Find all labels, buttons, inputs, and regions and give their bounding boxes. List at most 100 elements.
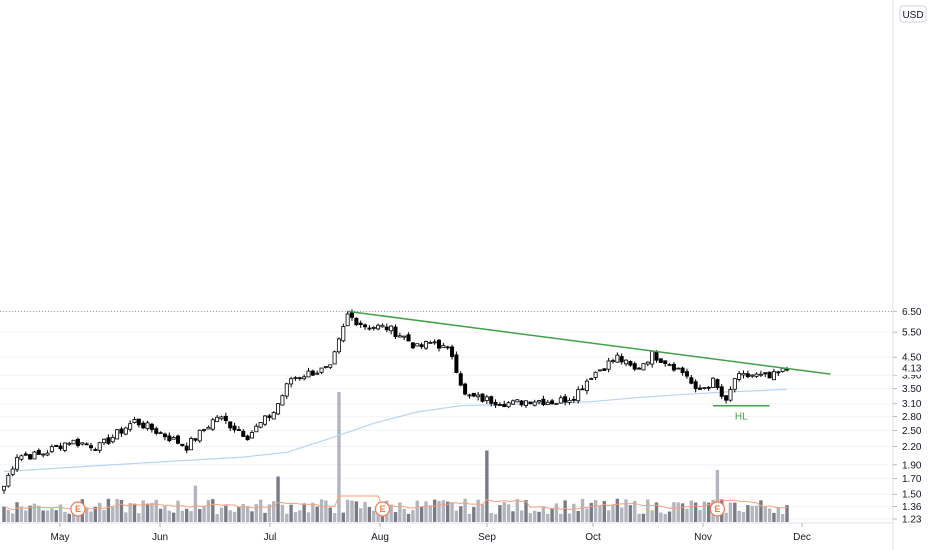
candle-down <box>393 326 398 338</box>
time-axis[interactable]: May Jun Jul Aug Sep Oct Nov Dec <box>51 523 811 543</box>
price-tick-label: 5.50 <box>902 328 922 339</box>
volume-bar <box>332 513 337 522</box>
candle-down <box>363 324 368 328</box>
candle-up <box>584 380 589 392</box>
candle-up <box>171 437 176 440</box>
currency-badge[interactable]: USD <box>899 5 927 23</box>
candle-up <box>132 419 137 424</box>
price-tick-label: 1.50 <box>902 490 922 501</box>
volume-bar <box>276 476 280 522</box>
candle-up <box>432 341 437 344</box>
volume-bar <box>415 500 419 522</box>
candle-up <box>319 367 324 373</box>
candle-down <box>480 393 485 402</box>
candle-down <box>406 334 411 342</box>
volume-bar <box>589 502 593 522</box>
candle-up <box>476 394 481 398</box>
volume-bar <box>567 513 572 522</box>
candle-down <box>519 400 524 406</box>
volume-bar <box>45 510 50 522</box>
candle-down <box>141 422 146 429</box>
candle-up <box>284 383 289 397</box>
candle-down <box>162 433 167 438</box>
volume-bar <box>528 513 533 522</box>
volume-bar <box>215 514 219 522</box>
candle-up <box>567 399 572 403</box>
volume-bar <box>71 510 76 522</box>
volume-bar <box>572 503 576 522</box>
candle-down <box>167 435 172 441</box>
price-tick-label: 4.50 <box>902 353 922 364</box>
volume-bar <box>733 502 737 522</box>
volume-bar <box>467 513 472 522</box>
volume-bar <box>167 510 171 522</box>
volume-bar <box>489 513 493 522</box>
volume-bar <box>441 500 446 522</box>
volume-bar <box>615 498 620 522</box>
volume-bar <box>106 498 111 522</box>
volume-bar <box>306 512 311 522</box>
candle-down <box>175 435 180 444</box>
volume-bar <box>359 508 363 522</box>
volume-bar <box>115 498 119 522</box>
candle-down <box>236 429 241 431</box>
candle-up <box>293 377 298 379</box>
candle-down <box>458 373 463 386</box>
volume-bar <box>772 512 776 522</box>
volume-bar <box>324 500 328 522</box>
candle-up <box>754 373 759 377</box>
volume-bar <box>702 501 707 522</box>
volume-bar <box>32 503 37 522</box>
volume-bar <box>354 501 359 522</box>
price-tick-label: 1.36 <box>902 502 922 513</box>
candle-up <box>6 474 11 487</box>
volume-bar <box>659 512 663 522</box>
price-axis[interactable]: 6.50 5.50 4.50 3.90 3.50 3.10 2.80 2.50 2.20 1.90… <box>893 307 922 526</box>
volume-bar <box>646 499 650 522</box>
volume-bar <box>237 506 241 522</box>
volume-bar <box>350 500 354 522</box>
candle-down <box>658 358 663 363</box>
candle-up <box>254 425 259 433</box>
candle-up <box>750 374 755 377</box>
volume-bar <box>15 502 19 522</box>
price-tick-label: 1.70 <box>902 474 922 485</box>
candle-up <box>10 468 15 475</box>
volume-bar <box>767 508 772 522</box>
candle-down <box>36 449 41 455</box>
volume-bar <box>493 514 498 522</box>
volume-bar <box>580 498 585 522</box>
volume-bar <box>376 510 380 522</box>
volume-bar <box>84 507 89 522</box>
candle-up <box>206 426 211 430</box>
candle-down <box>715 379 720 388</box>
volume-bar <box>693 502 698 522</box>
candle-up <box>576 389 581 402</box>
candle-up <box>258 422 263 428</box>
volume-bar <box>724 512 728 522</box>
descending-trendline[interactable] <box>347 310 831 375</box>
volume-bar <box>550 508 554 522</box>
volume-bar <box>715 470 720 522</box>
volume-bar <box>372 510 376 522</box>
volume-bar <box>311 502 315 522</box>
volume-bar <box>519 510 524 522</box>
volume-bar <box>620 507 624 522</box>
candle-up <box>380 324 385 328</box>
volume-bar <box>54 510 58 522</box>
candle-down <box>367 327 372 330</box>
candle-down <box>719 386 724 397</box>
candle-down <box>689 377 694 384</box>
volume-bar <box>463 498 467 522</box>
volume-bar <box>254 504 258 522</box>
candle-down <box>136 418 141 426</box>
candle-up <box>711 377 716 388</box>
candle-up <box>397 335 402 338</box>
candle-up <box>45 452 50 456</box>
candle-down <box>502 403 507 408</box>
price-tick-label: 6.50 <box>902 307 922 318</box>
candle-down <box>493 401 498 406</box>
candle-down <box>84 443 89 446</box>
